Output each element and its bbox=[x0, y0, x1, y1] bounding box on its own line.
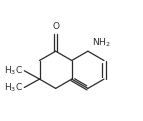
Text: H$_3$C: H$_3$C bbox=[4, 81, 23, 94]
Text: O: O bbox=[52, 22, 59, 31]
Text: H$_3$C: H$_3$C bbox=[4, 64, 23, 77]
Text: NH$_2$: NH$_2$ bbox=[92, 36, 111, 49]
